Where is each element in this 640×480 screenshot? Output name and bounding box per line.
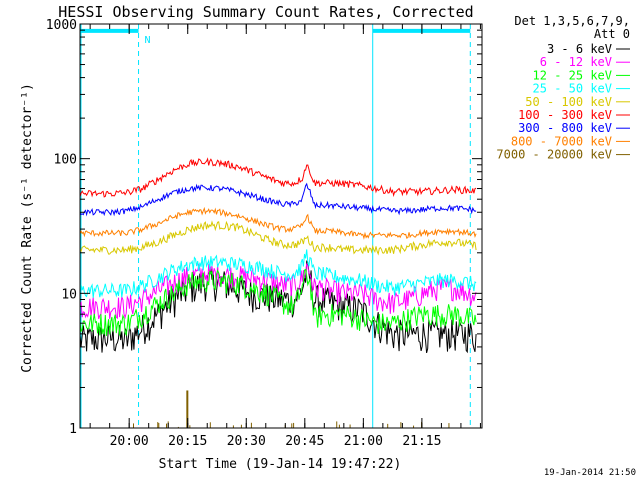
x-tick-label: 21:00	[344, 434, 383, 449]
legend-header-line-1: Det 1,3,5,6,7,9,	[514, 14, 630, 28]
x-tick-label: 21:15	[402, 434, 441, 449]
series-line	[79, 249, 477, 298]
chart-title: HESSI Observing Summary Count Rates, Cor…	[58, 3, 473, 21]
legend-label: 300 - 800 keV	[518, 121, 612, 135]
flag-label: N	[145, 35, 151, 46]
legend-label: 25 - 50 keV	[533, 82, 612, 96]
legend-label: 3 - 6 keV	[547, 42, 612, 56]
series-line	[79, 206, 477, 240]
axes: 1 10 100 1000 20:00 20:15 20:30 20:45 21:00 21:15	[46, 18, 483, 449]
x-tick-label: 20:15	[168, 434, 207, 449]
y-axis-label: Corrected Count Rate (s⁻¹ detector⁻¹)	[20, 83, 35, 373]
legend-header-line-2: Att 0	[594, 27, 630, 41]
series-line	[79, 157, 477, 198]
x-tick-label: 20:30	[227, 434, 266, 449]
legend-label: 50 - 100 keV	[525, 95, 612, 109]
series-line	[79, 182, 477, 217]
saa-markers: N	[80, 24, 471, 428]
x-axis-label: Start Time (19-Jan-14 19:47:22)	[159, 457, 402, 472]
legend-label: 6 - 12 keV	[540, 55, 612, 69]
x-tick-label: 20:00	[110, 434, 149, 449]
legend-label: 100 - 300 keV	[518, 108, 612, 122]
y-tick-label: 100	[54, 153, 77, 168]
legend-label: 12 - 25 keV	[533, 68, 612, 82]
legend-label: 800 - 7000 keV	[511, 134, 612, 148]
series-line	[79, 268, 477, 337]
y-tick-label: 10	[61, 287, 77, 302]
x-tick-label: 20:45	[285, 434, 324, 449]
plot-frame	[79, 23, 483, 429]
y-tick-label: 1000	[46, 18, 77, 33]
series-line	[79, 260, 477, 354]
y-tick-label: 1	[69, 422, 77, 437]
series-line	[79, 220, 477, 256]
series-line	[79, 263, 477, 320]
legend-label: 7000 - 20000 keV	[496, 148, 612, 162]
timestamp: 19-Jan-2014 21:50	[544, 468, 636, 478]
series-lines	[79, 157, 477, 428]
